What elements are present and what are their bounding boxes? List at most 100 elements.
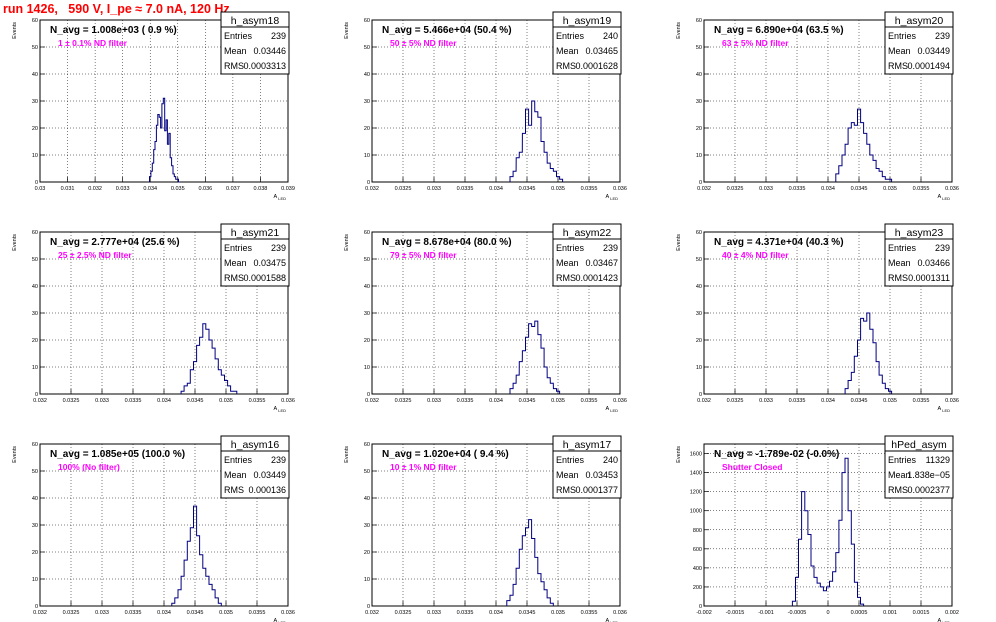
x-tick-label: 0.0355 [249, 610, 266, 616]
x-tick-label: 0.036 [613, 610, 627, 616]
stats-value: 0.03475 [253, 258, 286, 268]
x-tick-label: 0.0015 [913, 610, 930, 616]
x-axis-title: ALED [274, 406, 287, 413]
histogram-bin [221, 375, 224, 394]
x-tick-label: 0.035 [883, 398, 897, 404]
histogram-name: h_asym18 [231, 15, 280, 27]
x-axis-title: ALED [274, 194, 287, 201]
y-tick-label: 30 [32, 523, 38, 529]
histogram-bin [833, 572, 836, 606]
histogram-bin [873, 343, 876, 394]
x-tick-label: 0.0325 [63, 398, 80, 404]
stats-label: Entries [224, 243, 253, 253]
y-tick-label: 30 [364, 99, 370, 105]
x-tick-label: 0.0325 [727, 398, 744, 404]
stats-label: Entries [888, 31, 917, 41]
x-tick-label: 0.0325 [727, 186, 744, 192]
x-tick-label: 0.033 [427, 610, 441, 616]
histogram-panel: 0.032 0.0325 0.033 0.0335 0.034 0.0345 0.035 0.… [344, 223, 627, 413]
y-axis-title: Events [12, 446, 18, 463]
navg-label: N_avg = 8.678e+04 (80.0 %) [382, 237, 512, 248]
histogram-name: h_asym17 [563, 439, 612, 451]
histogram-bin [851, 544, 854, 606]
stats-value: 0.0001588 [243, 273, 286, 283]
stats-label: Mean [224, 470, 247, 480]
x-tick-label: 0.035 [219, 398, 233, 404]
x-tick-label: 0.034 [157, 398, 171, 404]
y-tick-label: 0 [35, 392, 38, 398]
histogram-name: h_asym20 [895, 15, 944, 27]
stats-label: Entries [556, 455, 585, 465]
x-tick-label: 0.032 [365, 398, 379, 404]
histogram-bin [805, 511, 808, 606]
y-tick-label: 1400 [690, 471, 702, 477]
histogram-bin [817, 583, 820, 606]
stats-value: 0.03467 [585, 258, 618, 268]
histogram-bin [190, 528, 193, 606]
histogram-name: h_asym19 [563, 15, 612, 27]
stats-value: 239 [271, 243, 286, 253]
stats-label: RMS [224, 61, 244, 71]
y-axis-title: Events [12, 234, 18, 251]
stats-value: 0.03449 [917, 46, 950, 56]
y-tick-label: 30 [364, 311, 370, 317]
histogram-bin [538, 117, 541, 182]
y-tick-label: 0 [367, 180, 370, 186]
y-tick-label: 0 [699, 392, 702, 398]
histogram-bin [879, 375, 882, 394]
histogram-name: h_asym22 [563, 227, 612, 239]
histogram-bin [848, 381, 851, 395]
histogram-bin [522, 536, 525, 606]
histogram-bin [873, 160, 876, 182]
y-tick-label: 10 [32, 577, 38, 583]
histogram-outline [791, 457, 865, 606]
x-tick-label: 0.0355 [581, 610, 598, 616]
x-tick-label: 0.0335 [457, 610, 474, 616]
stats-value: 0.03453 [585, 470, 618, 480]
y-tick-label: 0 [35, 604, 38, 610]
x-tick-label: 0.0345 [187, 398, 204, 404]
x-tick-label: 0.0325 [395, 610, 412, 616]
histogram-bin [839, 166, 842, 182]
histogram-bin [848, 511, 851, 606]
histogram-panel: 0.032 0.0325 0.033 0.0335 0.034 0.0345 0.035 0.… [344, 435, 627, 622]
stats-label: RMS [224, 485, 244, 495]
x-tick-label: 0.032 [33, 398, 47, 404]
x-tick-label: 0.032 [365, 610, 379, 616]
stats-label: RMS [888, 485, 908, 495]
stats-value: 0.0001423 [575, 273, 618, 283]
histogram-outline [835, 108, 893, 182]
stats-value: 0.0001628 [575, 61, 618, 71]
stats-value: 0.000136 [248, 485, 286, 495]
filter-label: 10 ± 1% ND filter [390, 462, 457, 472]
filter-label: 63 ± 5% ND filter [722, 38, 789, 48]
x-tick-label: 0.031 [61, 186, 75, 192]
stats-value: 0.0001494 [907, 61, 950, 71]
y-tick-label: 600 [693, 547, 702, 553]
stats-label: Entries [556, 31, 585, 41]
y-tick-label: 50 [32, 257, 38, 263]
histogram-bin [190, 370, 193, 394]
histogram-outline [506, 519, 554, 606]
y-tick-label: 30 [32, 311, 38, 317]
filter-label: 25 ± 2.5% ND filter [58, 250, 132, 260]
stats-label: Mean [888, 258, 911, 268]
y-tick-label: 20 [364, 126, 370, 132]
x-tick-label: 0.033 [116, 186, 130, 192]
stats-box [552, 435, 622, 499]
histogram-panel: 0.032 0.0325 0.033 0.0335 0.034 0.0345 0.035 0.… [676, 11, 959, 201]
stats-value: 0.0001377 [575, 485, 618, 495]
x-tick-label: 0.0335 [789, 186, 806, 192]
stats-value: 239 [935, 31, 950, 41]
histogram-bin [808, 535, 811, 606]
stats-label: Mean [888, 470, 911, 480]
y-tick-label: 800 [693, 528, 702, 534]
y-tick-label: 50 [696, 257, 702, 263]
histogram-bin [864, 133, 867, 182]
x-tick-label: 0.0345 [851, 186, 868, 192]
stats-label: Entries [556, 243, 585, 253]
y-tick-label: 20 [32, 338, 38, 344]
stats-label: Mean [556, 470, 579, 480]
x-tick-label: 0.0335 [125, 610, 142, 616]
x-tick-label: 0.035 [883, 186, 897, 192]
